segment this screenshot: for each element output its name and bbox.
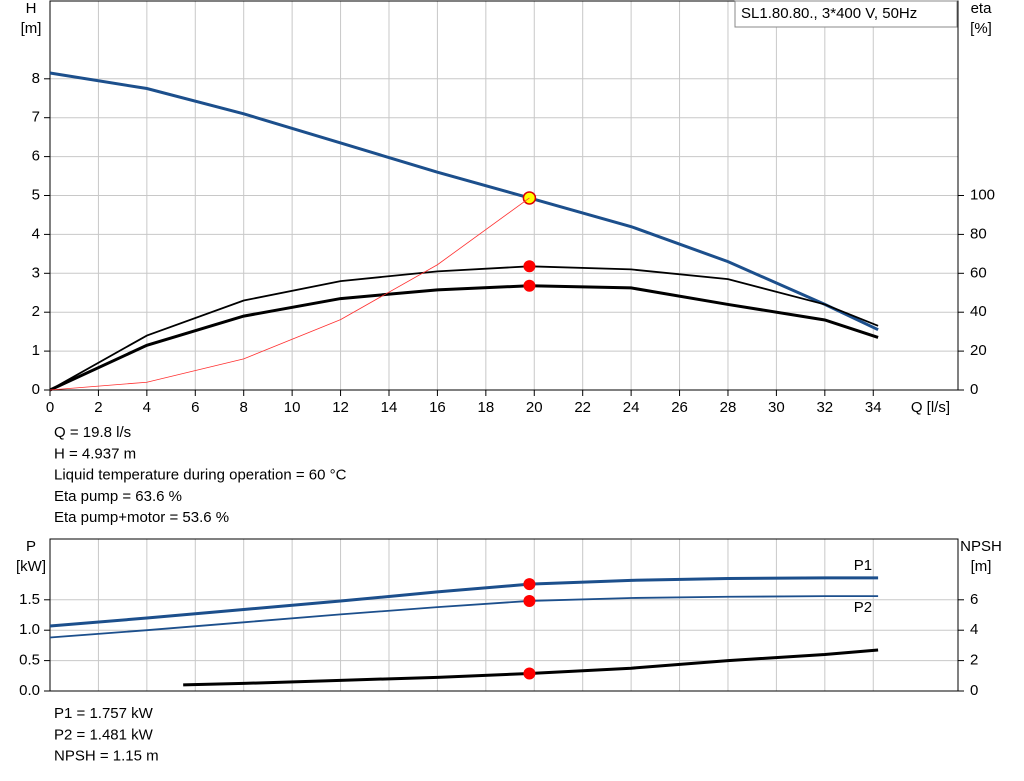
y-tick-label: 4 <box>32 225 40 242</box>
series-line <box>183 648 879 687</box>
series-label: P1 <box>854 557 872 574</box>
y-tick-label: 0 <box>32 381 40 398</box>
x-tick-label: 24 <box>623 399 640 416</box>
duty-point-marker <box>523 279 536 292</box>
y-axis-label: [kW] <box>16 558 46 575</box>
y-tick-label: 1.0 <box>19 621 40 638</box>
y2-tick-label: 0 <box>970 381 978 398</box>
x-tick-label: 34 <box>865 399 882 416</box>
x-tick-label: 30 <box>768 399 785 416</box>
x-tick-label: 0 <box>46 399 54 416</box>
x-tick-label: 10 <box>284 399 301 416</box>
y-tick-label: 1.5 <box>19 591 40 608</box>
x-tick-label: 14 <box>381 399 398 416</box>
annotation: H = 4.937 m <box>54 445 136 462</box>
duty-point-marker <box>523 594 536 607</box>
y-tick-label: 6 <box>32 148 40 165</box>
y-tick-label: 0.5 <box>19 652 40 669</box>
y2-tick-label: 6 <box>970 591 978 608</box>
x-tick-label: 12 <box>332 399 349 416</box>
duty-point-marker <box>523 578 536 591</box>
x-tick-label: 16 <box>429 399 446 416</box>
y2-tick-label: 4 <box>970 621 978 638</box>
y2-tick-label: 80 <box>970 225 987 242</box>
title-box <box>734 0 958 28</box>
x-axis-label: Q [l/s] <box>911 399 950 416</box>
series-line <box>49 284 879 392</box>
annotation: P2 = 1.481 kW <box>54 726 154 743</box>
series-line <box>49 595 879 639</box>
annotation: Eta pump+motor = 53.6 % <box>54 509 229 526</box>
annotation: Liquid temperature during operation = 60… <box>54 467 347 484</box>
plot-frame <box>49 0 959 391</box>
x-tick-label: 20 <box>526 399 543 416</box>
x-tick-label: 4 <box>143 399 151 416</box>
series-line <box>49 576 879 628</box>
y2-tick-label: 2 <box>970 652 978 669</box>
x-tick-label: 18 <box>477 399 494 416</box>
plot-frame <box>49 538 959 692</box>
y-tick-label: 3 <box>32 264 40 281</box>
duty-point-marker <box>523 667 536 680</box>
y-axis-label: H <box>26 0 37 17</box>
y2-axis-label: NPSH <box>960 538 1002 555</box>
x-tick-label: 26 <box>671 399 688 416</box>
series-label: P2 <box>854 599 872 616</box>
y-tick-label: 7 <box>32 109 40 126</box>
series-line <box>49 197 530 391</box>
y2-tick-label: 100 <box>970 186 995 203</box>
y-axis-label: [m] <box>21 20 42 37</box>
y2-axis-label: [%] <box>970 20 992 37</box>
y-axis-label: P <box>26 538 36 555</box>
annotation: NPSH = 1.15 m <box>54 748 159 765</box>
chart-title: SL1.80.80., 3*400 V, 50Hz <box>741 5 917 22</box>
y2-axis-label: [m] <box>971 558 992 575</box>
x-tick-label: 8 <box>240 399 248 416</box>
y2-tick-label: 40 <box>970 303 987 320</box>
y2-tick-label: 0 <box>970 682 978 699</box>
x-tick-label: 2 <box>94 399 102 416</box>
x-tick-label: 32 <box>816 399 833 416</box>
series-line <box>49 71 879 332</box>
y-tick-label: 8 <box>32 70 40 87</box>
annotation: P1 = 1.757 kW <box>54 705 154 722</box>
annotation: Eta pump = 63.6 % <box>54 488 182 505</box>
series-line <box>49 265 879 391</box>
y-tick-label: 0.0 <box>19 682 40 699</box>
x-tick-label: 6 <box>191 399 199 416</box>
y-tick-label: 1 <box>32 342 40 359</box>
annotation: Q = 19.8 l/s <box>54 424 131 441</box>
y2-tick-label: 60 <box>970 264 987 281</box>
y-tick-label: 2 <box>32 303 40 320</box>
x-tick-label: 22 <box>574 399 591 416</box>
y-tick-label: 5 <box>32 186 40 203</box>
y2-tick-label: 20 <box>970 342 987 359</box>
duty-point-marker <box>523 260 536 273</box>
y2-axis-label: eta <box>971 0 993 17</box>
x-tick-label: 28 <box>720 399 737 416</box>
